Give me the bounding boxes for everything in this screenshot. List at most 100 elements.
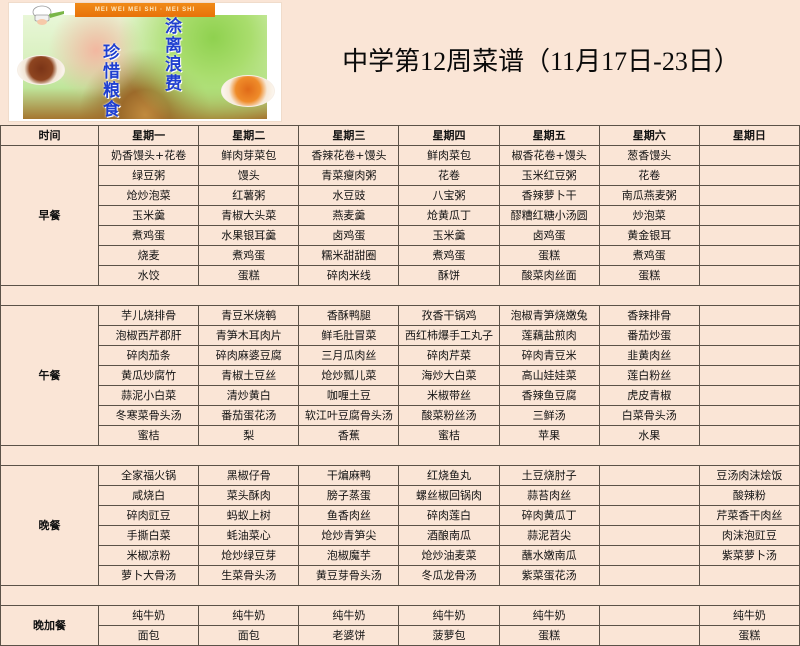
table-row: 晚加餐 纯牛奶 纯牛奶 纯牛奶 纯牛奶 纯牛奶 纯牛奶: [0, 605, 800, 646]
menu-cell-empty: [698, 245, 800, 266]
menu-cell: 水果银耳羹: [198, 225, 300, 246]
menu-cell: 泡椒青笋烧嫩兔: [498, 305, 600, 326]
menu-cell-empty: [698, 165, 800, 186]
menu-cell: 酸辣粉: [698, 485, 800, 506]
menu-cell: 青椒土豆丝: [198, 365, 300, 386]
menu-cell: 水果: [598, 425, 700, 446]
menu-cell: 南瓜燕麦粥: [598, 185, 700, 206]
menu-cell: 炝炒瓢儿菜: [298, 365, 400, 386]
menu-cell: 绿豆粥: [98, 165, 200, 186]
table-row: 碎肉豇豆 蚂蚁上树 鱼香肉丝 碎肉莲白 碎肉黄瓜丁 芹菜香干肉丝: [1, 505, 800, 526]
table-row: 晚餐 全家福火锅 黑椒仔骨 干煸麻鸭 红烧鱼丸 土豆烧肘子 豆汤肉沫烩饭: [0, 465, 800, 586]
menu-cell: 香酥鸭腿: [298, 305, 400, 326]
menu-cell: 鱼香肉丝: [298, 505, 400, 526]
menu-cell: 玉米羹: [98, 205, 200, 226]
menu-cell: 黄瓜炒腐竹: [98, 365, 200, 386]
table-row: 炝炒泡菜 红薯粥 水豆豉 八宝粥 香辣萝卜干 南瓜燕麦粥: [1, 185, 800, 206]
menu-cell: 香辣萝卜干: [498, 185, 600, 206]
table-row: 米椒凉粉 炝炒绿豆芽 泡椒魔芋 炝炒油麦菜 蘸水嫩南瓜 紫菜萝卜汤: [1, 545, 800, 566]
menu-cell: 纯牛奶: [398, 605, 500, 626]
menu-cell: 三鲜汤: [498, 405, 600, 426]
menu-cell: 蚂蚁上树: [198, 505, 300, 526]
column-header-6: 星期六: [598, 125, 700, 146]
table-row: 烧麦 煮鸡蛋 糯米甜甜圈 煮鸡蛋 蛋糕 煮鸡蛋: [1, 245, 800, 266]
menu-cell: 三月瓜肉丝: [298, 345, 400, 366]
menu-cell: 鲜肉菜包: [398, 145, 500, 166]
menu-cell: 醪糟红糖小汤圆: [498, 205, 600, 226]
menu-cell: 黄豆芽骨头汤: [298, 565, 400, 586]
menu-cell-empty: [598, 465, 700, 486]
menu-cell: 花卷: [398, 165, 500, 186]
menu-cell-empty: [698, 265, 800, 286]
menu-cell: 莲白粉丝: [598, 365, 700, 386]
menu-cell: 炝炒油麦菜: [398, 545, 500, 566]
menu-cell: 莲藕盐煎肉: [498, 325, 600, 346]
table-row: 早餐 奶香馒头+花卷 鲜肉芽菜包 香辣花卷+馒头 鲜肉菜包 椒香花卷+馒头 葱香馒头: [0, 145, 800, 286]
menu-cell: 炒泡菜: [598, 205, 700, 226]
menu-cell: 手撕白菜: [98, 525, 200, 546]
menu-cell: 豆汤肉沫烩饭: [698, 465, 800, 486]
poster-slogan-primary: 涂离浪费: [161, 17, 181, 93]
menu-cell: 蛋糕: [698, 625, 800, 646]
menu-cell: 酥饼: [398, 265, 500, 286]
menu-cell-empty: [598, 625, 700, 646]
menu-cell-empty: [698, 425, 800, 446]
menu-cell-empty: [698, 225, 800, 246]
menu-cell: 八宝粥: [398, 185, 500, 206]
column-header-3: 星期三: [298, 125, 400, 146]
menu-cell: 螺丝椒回锅肉: [398, 485, 500, 506]
menu-cell: 碎肉芹菜: [398, 345, 500, 366]
menu-cell: 菠萝包: [398, 625, 500, 646]
menu-cell: 鲜肉芽菜包: [198, 145, 300, 166]
menu-cell-empty: [698, 325, 800, 346]
menu-cell: 纯牛奶: [498, 605, 600, 626]
menu-cell: 香辣鱼豆腐: [498, 385, 600, 406]
menu-cell: 青笋木耳肉片: [198, 325, 300, 346]
menu-cell: 咖喱土豆: [298, 385, 400, 406]
menu-cell: 蜜桔: [98, 425, 200, 446]
menu-cell: 生菜骨头汤: [198, 565, 300, 586]
menu-cell: 蚝油菜心: [198, 525, 300, 546]
menu-cell: 面包: [98, 625, 200, 646]
menu-cell-empty: [598, 545, 700, 566]
menu-cell-empty: [598, 485, 700, 506]
menu-cell-empty: [698, 205, 800, 226]
table-row: 黄瓜炒腐竹 青椒土豆丝 炝炒瓢儿菜 海炒大白菜 高山娃娃菜 莲白粉丝: [1, 365, 800, 386]
menu-cell: 芹菜香干肉丝: [698, 505, 800, 526]
menu-cell: 水饺: [98, 265, 200, 286]
section-spacer: [0, 445, 800, 466]
menu-cell: 炝炒绿豆芽: [198, 545, 300, 566]
meal-label-3: 晚加餐: [0, 605, 100, 646]
menu-cell: 碎肉莲白: [398, 505, 500, 526]
menu-cell: 蒜泥苕尖: [498, 525, 600, 546]
menu-cell: 红烧鱼丸: [398, 465, 500, 486]
menu-cell: 煮鸡蛋: [98, 225, 200, 246]
table-row: 午餐 芋儿烧排骨 青豆米烧鹌 香酥鸭腿 孜香干锅鸡 泡椒青笋烧嫩兔 香辣排骨: [0, 305, 800, 446]
menu-cell: 纯牛奶: [698, 605, 800, 626]
menu-cell: 海炒大白菜: [398, 365, 500, 386]
menu-cell-empty: [698, 405, 800, 426]
menu-cell: 椒香花卷+馒头: [498, 145, 600, 166]
menu-cell-empty: [698, 365, 800, 386]
menu-cell: 蛋糕: [198, 265, 300, 286]
menu-cell: 面包: [198, 625, 300, 646]
menu-cell: 葱香馒头: [598, 145, 700, 166]
section-spacer-row: [0, 585, 800, 606]
menu-cell: 黑椒仔骨: [198, 465, 300, 486]
menu-cell: 酸菜肉丝面: [498, 265, 600, 286]
menu-cell: 菜头酥肉: [198, 485, 300, 506]
menu-cell: 炝炒泡菜: [98, 185, 200, 206]
menu-cell: 番茄蛋花汤: [198, 405, 300, 426]
title-area: 中学第12周菜谱（11月17日-23日）: [282, 0, 800, 118]
menu-cell: 芋儿烧排骨: [98, 305, 200, 326]
menu-cell: 孜香干锅鸡: [398, 305, 500, 326]
column-header-2: 星期二: [198, 125, 300, 146]
menu-cell: 韭黄肉丝: [598, 345, 700, 366]
menu-cell: 玉米红豆粥: [498, 165, 600, 186]
menu-cell: 米椒带丝: [398, 385, 500, 406]
menu-cell: 西红柿爆手工丸子: [398, 325, 500, 346]
table-row: 泡椒西芹郡肝 青笋木耳肉片 鲜毛肚冒菜 西红柿爆手工丸子 莲藕盐煎肉 番茄炒蛋: [1, 325, 800, 346]
menu-cell: 萝卜大骨汤: [98, 565, 200, 586]
menu-cell: 蛋糕: [498, 245, 600, 266]
